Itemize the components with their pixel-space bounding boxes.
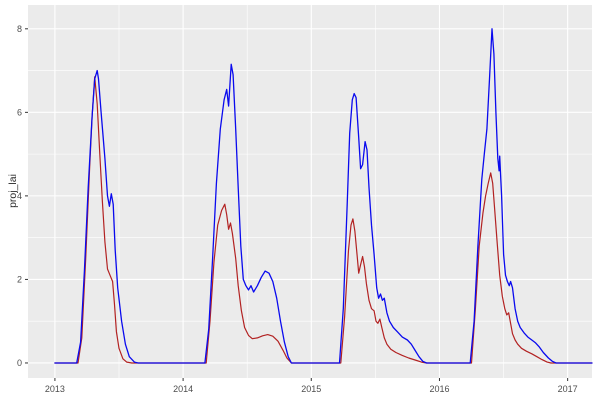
y-tick-label: 4 bbox=[17, 191, 22, 201]
x-tick-label: 2016 bbox=[429, 384, 449, 394]
y-tick-label: 0 bbox=[17, 358, 22, 368]
x-tick-label: 2013 bbox=[45, 384, 65, 394]
x-tick-label: 2015 bbox=[301, 384, 321, 394]
blue-series bbox=[54, 28, 593, 364]
y-tick-label: 2 bbox=[17, 274, 22, 284]
x-tick-label: 2014 bbox=[173, 384, 193, 394]
plot-panel bbox=[28, 5, 592, 378]
y-tick-label: 8 bbox=[17, 24, 22, 34]
red-series bbox=[54, 76, 593, 364]
y-axis-title: proj_lai bbox=[7, 174, 19, 208]
x-tick-label: 2017 bbox=[558, 384, 578, 394]
y-tick-label: 6 bbox=[17, 107, 22, 117]
